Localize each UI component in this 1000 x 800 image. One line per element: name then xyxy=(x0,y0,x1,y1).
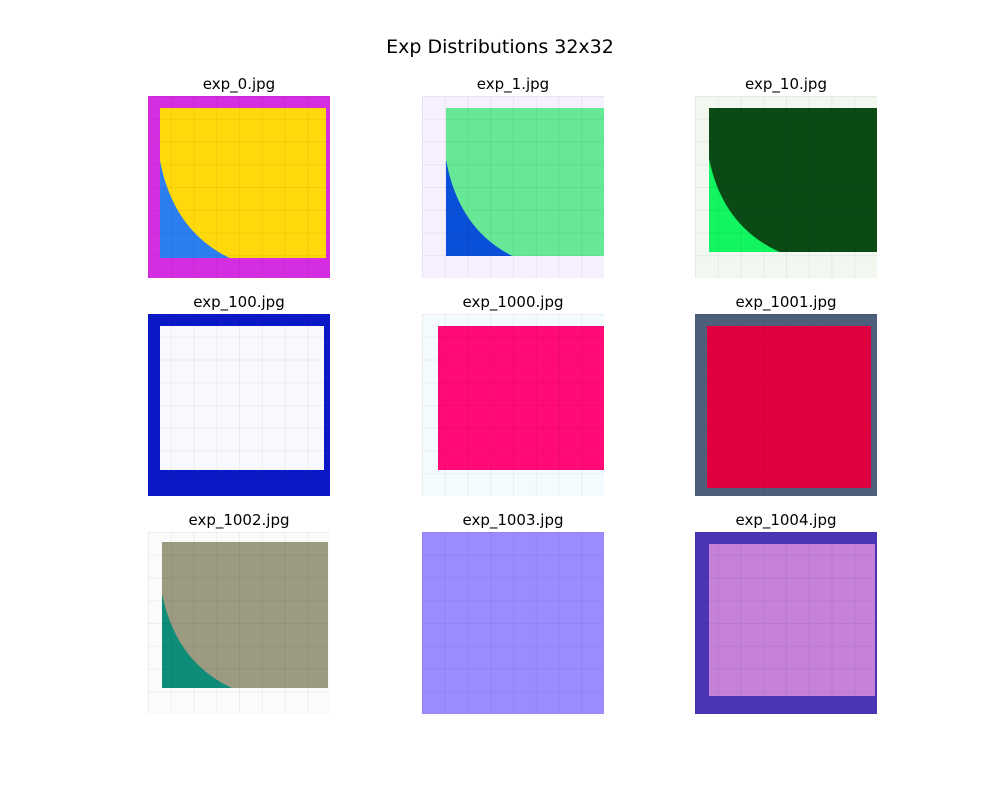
subplot-cell: exp_1001.jpg xyxy=(695,292,877,496)
subplot-title: exp_0.jpg xyxy=(202,75,276,93)
subplot-cell: exp_1004.jpg xyxy=(695,510,877,714)
subplot-title: exp_1002.jpg xyxy=(188,511,290,529)
pixel-grid-overlay xyxy=(695,96,877,278)
framed-square-image xyxy=(695,314,877,496)
subplot-cell: exp_100.jpg xyxy=(148,292,330,496)
subplot-title: exp_1003.jpg xyxy=(462,511,564,529)
image-fill-region xyxy=(422,532,604,714)
subplot-cell: exp_1.jpg xyxy=(422,74,604,278)
subplot-title: exp_100.jpg xyxy=(193,293,285,311)
pixel-grid-overlay xyxy=(422,314,604,496)
corner-gradient-shape xyxy=(446,159,513,256)
subplot-title: exp_1004.jpg xyxy=(735,511,837,529)
image-fill-region xyxy=(707,326,871,488)
quarter-circle-corner-image xyxy=(422,96,604,278)
subplot-cell: exp_0.jpg xyxy=(148,74,330,278)
pixel-grid-overlay xyxy=(695,314,877,496)
subplot-cell: exp_1002.jpg xyxy=(148,510,330,714)
subplot-cell: exp_1000.jpg xyxy=(422,292,604,496)
corner-gradient-shape xyxy=(709,158,780,252)
framed-square-image xyxy=(148,314,330,496)
corner-gradient-shape xyxy=(160,160,230,258)
subplot-title: exp_1000.jpg xyxy=(462,293,564,311)
image-fill-region xyxy=(160,326,324,470)
quarter-circle-corner-image xyxy=(148,96,330,278)
subplot-title: exp_1.jpg xyxy=(476,75,550,93)
subplot-title: exp_10.jpg xyxy=(745,75,827,93)
framed-square-image xyxy=(695,532,877,714)
image-fill-region xyxy=(709,544,875,696)
corner-gradient-shape xyxy=(162,593,232,688)
pixel-grid-overlay xyxy=(695,532,877,714)
subplot-cell: exp_10.jpg xyxy=(695,74,877,278)
image-fill-region xyxy=(438,326,604,470)
quarter-circle-corner-image xyxy=(695,96,877,278)
subplot-cell: exp_1003.jpg xyxy=(422,510,604,714)
quarter-circle-corner-image xyxy=(148,532,330,714)
pixel-grid-overlay xyxy=(422,532,604,714)
pixel-grid-overlay xyxy=(148,96,330,278)
subplot-title: exp_1001.jpg xyxy=(735,293,837,311)
pixel-grid-overlay xyxy=(422,96,604,278)
pixel-grid-overlay xyxy=(148,314,330,496)
framed-square-image xyxy=(422,532,604,714)
figure-title: Exp Distributions 32x32 xyxy=(386,36,614,58)
framed-square-image xyxy=(422,314,604,496)
pixel-grid-overlay xyxy=(148,532,330,714)
